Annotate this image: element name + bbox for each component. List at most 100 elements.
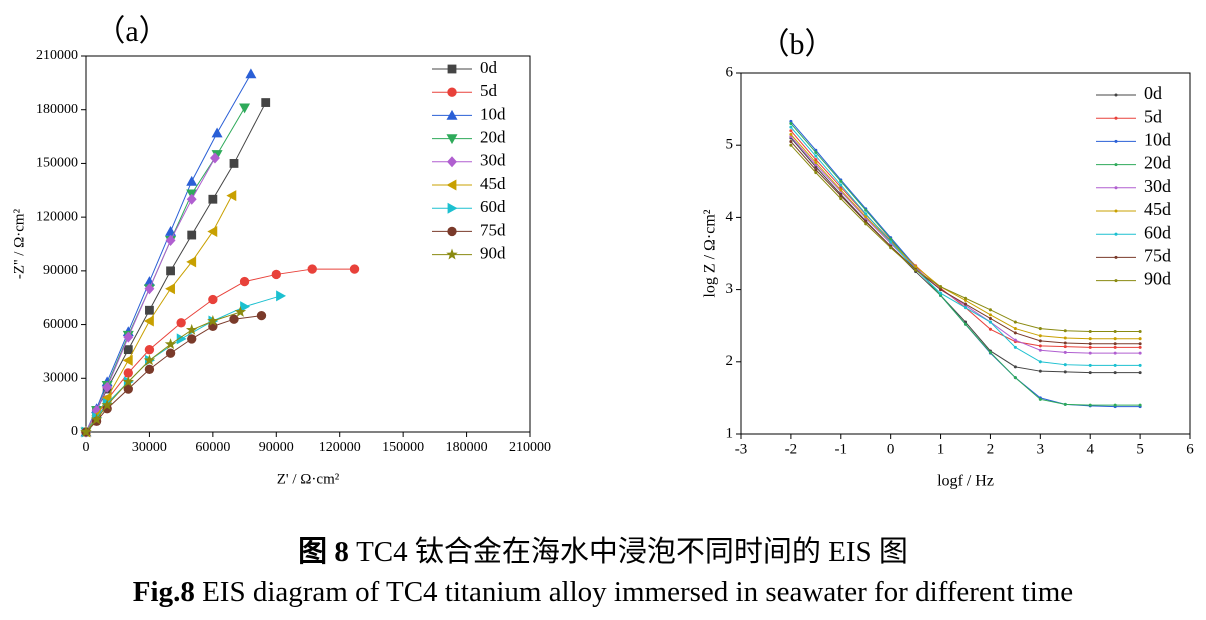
- marker: [963, 322, 968, 326]
- legend-label: 45d: [480, 174, 506, 193]
- marker: [261, 98, 271, 107]
- y-tick-label: 3: [726, 281, 734, 297]
- plot-frame: [85, 55, 531, 433]
- marker: [187, 334, 197, 344]
- marker: [889, 237, 893, 241]
- marker: [166, 266, 175, 276]
- marker: [1038, 334, 1042, 338]
- marker: [1113, 329, 1117, 334]
- marker: [164, 338, 177, 350]
- marker: [789, 140, 793, 144]
- marker: [914, 268, 918, 272]
- y-tick-label: 4: [726, 209, 734, 225]
- marker: [165, 348, 176, 358]
- marker: [889, 240, 893, 244]
- x-axis-label: logf / Hz: [937, 473, 994, 490]
- legend-label: 30d: [1144, 176, 1171, 196]
- x-tick-label: 0: [83, 440, 90, 455]
- marker: [211, 127, 223, 138]
- marker: [271, 269, 281, 280]
- marker: [176, 318, 186, 328]
- x-tick-label: 90000: [259, 440, 294, 455]
- marker: [145, 305, 154, 315]
- chart-title: （a）: [95, 15, 168, 48]
- marker: [1013, 365, 1017, 369]
- marker: [447, 156, 457, 168]
- marker: [1138, 345, 1142, 349]
- marker: [1013, 345, 1017, 349]
- marker: [143, 315, 154, 327]
- marker: [446, 248, 458, 260]
- series-line: [85, 315, 262, 433]
- marker: [176, 333, 187, 345]
- marker: [446, 134, 458, 145]
- marker: [1138, 342, 1142, 346]
- marker: [789, 132, 793, 136]
- marker: [101, 399, 113, 411]
- marker: [186, 175, 198, 186]
- marker: [447, 202, 458, 214]
- marker: [1114, 116, 1118, 120]
- caption-text: TC4 钛合金在海水中浸泡不同时间的 EIS 图: [356, 536, 908, 568]
- marker: [1113, 345, 1117, 349]
- marker: [1088, 342, 1092, 346]
- marker: [814, 168, 818, 172]
- marker: [1113, 403, 1117, 407]
- y-tick-label: 2: [726, 353, 734, 369]
- marker: [1088, 337, 1092, 341]
- marker: [239, 103, 251, 114]
- marker: [988, 313, 992, 317]
- legend-label: 75d: [1144, 246, 1171, 266]
- y-tick-label: 90000: [43, 263, 78, 278]
- legend-label: 90d: [480, 244, 506, 263]
- marker: [208, 194, 218, 204]
- marker: [245, 68, 257, 79]
- legend-label: 20d: [480, 128, 506, 147]
- marker: [186, 193, 197, 205]
- legend-label: 10d: [1144, 130, 1171, 150]
- marker: [123, 345, 133, 355]
- marker: [1138, 371, 1142, 375]
- marker: [1138, 329, 1142, 334]
- series-line: [790, 137, 1141, 374]
- plot-frame: [740, 72, 1191, 435]
- marker: [1114, 279, 1118, 283]
- marker: [207, 314, 219, 326]
- x-tick-label: 60000: [195, 440, 230, 455]
- marker: [789, 122, 793, 126]
- y-tick-label: 5: [726, 137, 734, 153]
- marker: [144, 283, 155, 295]
- marker: [1063, 329, 1067, 333]
- marker: [963, 296, 968, 300]
- marker: [144, 344, 155, 355]
- marker: [988, 320, 992, 324]
- chart: （a）0 30000 60000 90000 120000 150000 180000 210…: [11, 15, 1194, 490]
- legend-label: 5d: [480, 81, 498, 100]
- marker: [1063, 350, 1067, 354]
- marker: [207, 225, 218, 237]
- legend-label: 45d: [1144, 199, 1171, 219]
- marker: [1114, 93, 1118, 97]
- series-line: [85, 311, 241, 433]
- y-tick-label: 120000: [36, 209, 78, 224]
- legend-label: 30d: [480, 151, 506, 170]
- series-line: [85, 157, 216, 433]
- marker: [229, 314, 239, 324]
- marker: [446, 179, 457, 191]
- caption-label: 图 8: [298, 536, 349, 568]
- marker: [1063, 402, 1067, 406]
- legend-label: 10d: [480, 104, 506, 123]
- marker: [914, 264, 918, 269]
- marker: [789, 129, 793, 133]
- marker: [122, 354, 133, 366]
- x-tick-label: 4: [1086, 441, 1094, 457]
- marker: [229, 159, 239, 168]
- caption-text: EIS diagram of TC4 titanium alloy immers…: [202, 576, 1074, 608]
- marker: [939, 288, 943, 292]
- series-line: [790, 141, 1141, 345]
- marker: [1114, 209, 1118, 213]
- caption-en: Fig.8 EIS diagram of TC4 titanium alloy …: [0, 576, 1206, 609]
- marker: [1138, 337, 1142, 341]
- marker: [1038, 360, 1042, 364]
